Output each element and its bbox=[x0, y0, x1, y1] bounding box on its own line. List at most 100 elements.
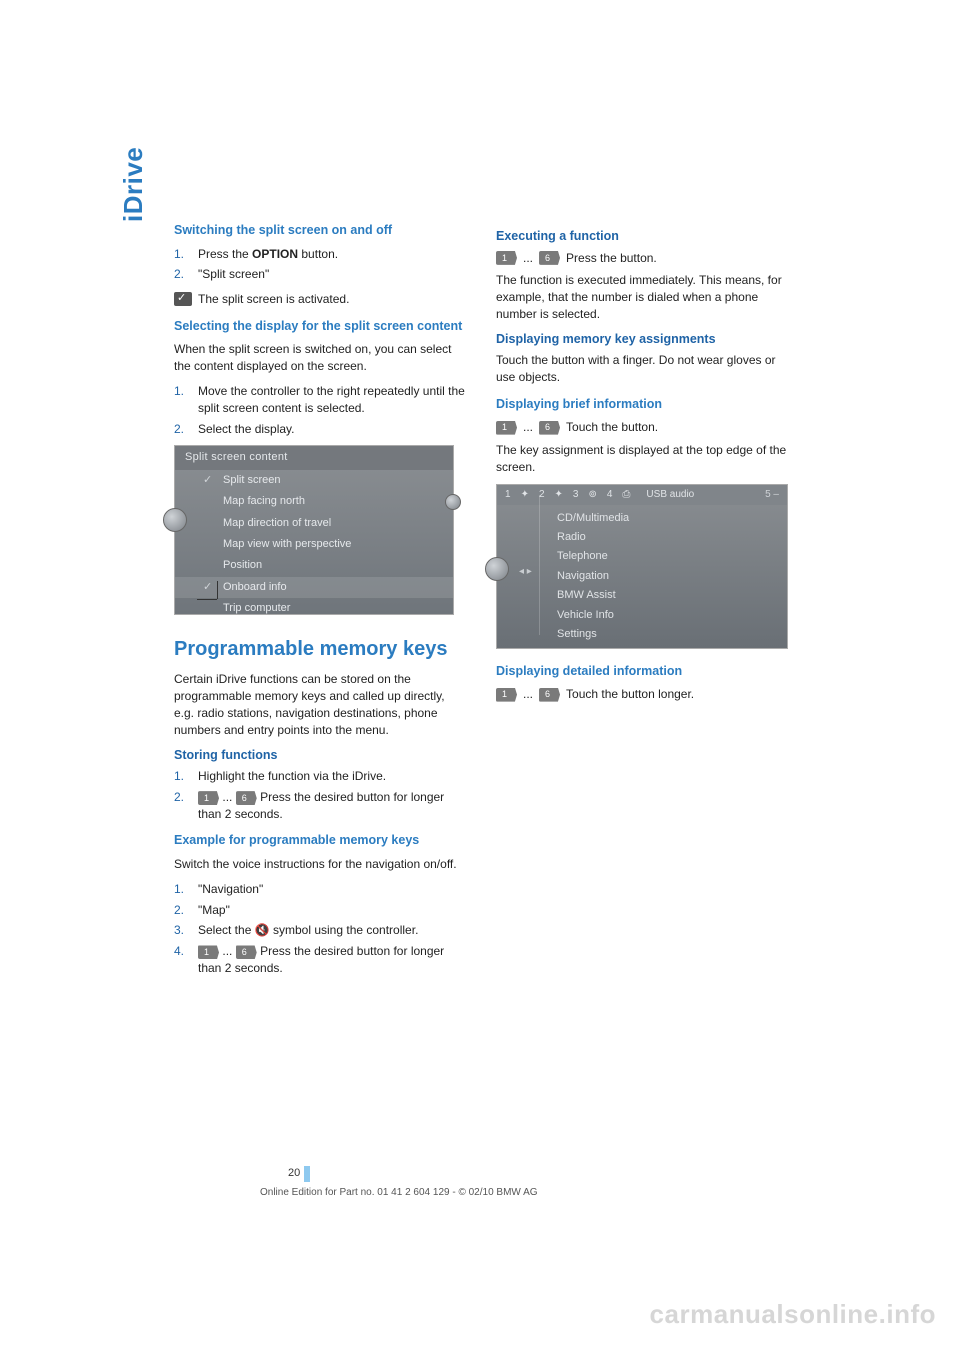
memory-key-icon: 1 bbox=[198, 791, 219, 805]
heading-detailed-info: Displaying detailed information bbox=[496, 663, 788, 681]
arrow-icon: ◂ ▸ bbox=[519, 565, 532, 579]
text: "Navigation" bbox=[198, 882, 263, 896]
heading-brief-info: Displaying brief information bbox=[496, 396, 788, 414]
text: The split screen is activated. bbox=[198, 291, 349, 308]
heading-selecting-display: Selecting the display for the split scre… bbox=[174, 318, 466, 336]
mock-menu-item: Map facing north bbox=[175, 491, 453, 512]
mock-menu-item: CD/Multimedia bbox=[557, 509, 787, 528]
list-item: 2. 1 ... 6 Press the desired button for … bbox=[174, 789, 466, 823]
mock-top-end: 5 – bbox=[765, 488, 779, 502]
list-item: 2.Select the display. bbox=[174, 421, 466, 438]
ellipsis: ... bbox=[523, 419, 533, 436]
heading-programmable-memory-keys: Programmable memory keys bbox=[174, 635, 466, 663]
text: Touch the button longer. bbox=[566, 686, 694, 703]
para: Switch the voice instructions for the na… bbox=[174, 856, 466, 873]
heading-memory-assignments: Displaying memory key assignments bbox=[496, 331, 788, 349]
key-instruction-row: 1 ... 6 Press the button. bbox=[496, 250, 788, 267]
ellipsis: ... bbox=[523, 686, 533, 703]
page: iDrive Switching the split screen on and… bbox=[0, 0, 960, 1358]
list-storing: 1.Highlight the function via the iDrive.… bbox=[174, 768, 466, 822]
key-instruction-row: 1 ... 6 Touch the button longer. bbox=[496, 686, 788, 703]
text: Press the OPTION button. bbox=[198, 247, 338, 261]
para: Touch the button with a finger. Do not w… bbox=[496, 352, 788, 386]
mock-menu-item: Settings bbox=[557, 625, 787, 644]
text: Touch the button. bbox=[566, 419, 658, 436]
nav-glyph-icon: ✦ bbox=[521, 488, 529, 502]
mock-menu-item: ✓Split screen bbox=[175, 470, 453, 491]
speaker-icon: 🔇 bbox=[255, 922, 270, 939]
memory-key-icon: 1 bbox=[198, 945, 219, 959]
memory-key-icon: 6 bbox=[236, 945, 257, 959]
list-item: 2."Map" bbox=[174, 902, 466, 919]
mock-menu-item: Telephone bbox=[557, 547, 787, 566]
screenshot-split-screen-content: Split screen content ✓Split screenMap fa… bbox=[174, 445, 454, 615]
mock-menu-item: Navigation bbox=[557, 567, 787, 586]
mock-menu: CD/MultimediaRadioTelephoneNavigationBMW… bbox=[497, 505, 787, 645]
mock-menu-item: Map view with perspective bbox=[175, 534, 453, 555]
memory-key-icon: 6 bbox=[539, 421, 560, 435]
heading-storing-functions: Storing functions bbox=[174, 747, 466, 765]
list-example: 1."Navigation" 2."Map" 3. Select the 🔇 s… bbox=[174, 881, 466, 977]
mock-menu-item: Radio bbox=[557, 528, 787, 547]
mock-menu-item: BMW Assist bbox=[557, 586, 787, 605]
left-column: Switching the split screen on and off 1.… bbox=[174, 222, 466, 985]
para: The key assignment is displayed at the t… bbox=[496, 442, 788, 476]
ellipsis: ... bbox=[523, 250, 533, 267]
para: Certain iDrive functions can be stored o… bbox=[174, 671, 466, 738]
list-item: 1. Press the OPTION button. bbox=[174, 246, 466, 263]
watermark: carmanualsonline.info bbox=[650, 1299, 936, 1330]
mock-menu-item: Position bbox=[175, 555, 453, 576]
right-column: Executing a function 1 ... 6 Press the b… bbox=[496, 222, 788, 985]
nav-glyph-icon: ⊚ bbox=[588, 488, 596, 502]
list-item: 1.Highlight the function via the iDrive. bbox=[174, 768, 466, 785]
mock-title: Split screen content bbox=[175, 446, 453, 469]
heading-example-pmk: Example for programmable memory keys bbox=[174, 832, 466, 850]
page-number: 20 bbox=[288, 1167, 300, 1179]
memory-key-icon: 1 bbox=[496, 421, 517, 435]
text: Highlight the function via the iDrive. bbox=[198, 769, 386, 783]
mock-num: 3 bbox=[573, 488, 579, 502]
mock-topbar: 1✦ 2✦ 3⊚ 4⎙ USB audio 5 – bbox=[497, 485, 787, 505]
check-icon bbox=[174, 292, 192, 306]
controller-knob-icon bbox=[485, 557, 509, 581]
page-marker-icon bbox=[304, 1166, 310, 1182]
heading-switching-split: Switching the split screen on and off bbox=[174, 222, 466, 240]
list-selecting-display: 1.Move the controller to the right repea… bbox=[174, 383, 466, 437]
mock-menu-item: Trip computer bbox=[175, 598, 453, 619]
callout-line-icon bbox=[217, 581, 218, 599]
text: Select the 🔇 symbol using the controller… bbox=[198, 923, 418, 937]
ellipsis: ... bbox=[222, 790, 235, 804]
status-row: The split screen is activated. bbox=[174, 291, 466, 308]
list-item: 3. Select the 🔇 symbol using the control… bbox=[174, 922, 466, 939]
memory-key-icon: 6 bbox=[539, 688, 560, 702]
mock-menu-item: Vehicle Info bbox=[557, 606, 787, 625]
mock-num: 1 bbox=[505, 488, 511, 502]
divider-icon bbox=[539, 495, 540, 635]
text: Press the button. bbox=[566, 250, 657, 267]
footer-line: Online Edition for Part no. 01 41 2 604 … bbox=[260, 1187, 760, 1198]
para: When the split screen is switched on, yo… bbox=[174, 341, 466, 375]
memory-key-icon: 6 bbox=[236, 791, 257, 805]
text: Select the display. bbox=[198, 422, 295, 436]
check-icon: ✓ bbox=[203, 473, 212, 488]
check-icon: ✓ bbox=[203, 580, 212, 595]
mock-num: 4 bbox=[607, 488, 613, 502]
list-item: 1."Navigation" bbox=[174, 881, 466, 898]
nav-glyph-icon: ✦ bbox=[555, 488, 563, 502]
memory-key-icon: 1 bbox=[496, 688, 517, 702]
memory-key-icon: 1 bbox=[496, 251, 517, 265]
text: "Map" bbox=[198, 903, 230, 917]
content-columns: Switching the split screen on and off 1.… bbox=[174, 222, 788, 985]
list-item: 1.Move the controller to the right repea… bbox=[174, 383, 466, 417]
list-item: 4. 1 ... 6 Press the desired button for … bbox=[174, 943, 466, 977]
list-switching-split: 1. Press the OPTION button. 2. "Split sc… bbox=[174, 246, 466, 284]
ellipsis: ... bbox=[222, 944, 235, 958]
text: "Split screen" bbox=[198, 267, 269, 281]
text: Move the controller to the right repeate… bbox=[198, 384, 465, 415]
key-instruction-row: 1 ... 6 Touch the button. bbox=[496, 419, 788, 436]
mock-menu-item: Map direction of travel bbox=[175, 513, 453, 534]
memory-key-icon: 6 bbox=[539, 251, 560, 265]
para: The function is executed immediately. Th… bbox=[496, 272, 788, 322]
list-item: 2. "Split screen" bbox=[174, 266, 466, 283]
usb-icon: ⎙ bbox=[622, 488, 630, 502]
